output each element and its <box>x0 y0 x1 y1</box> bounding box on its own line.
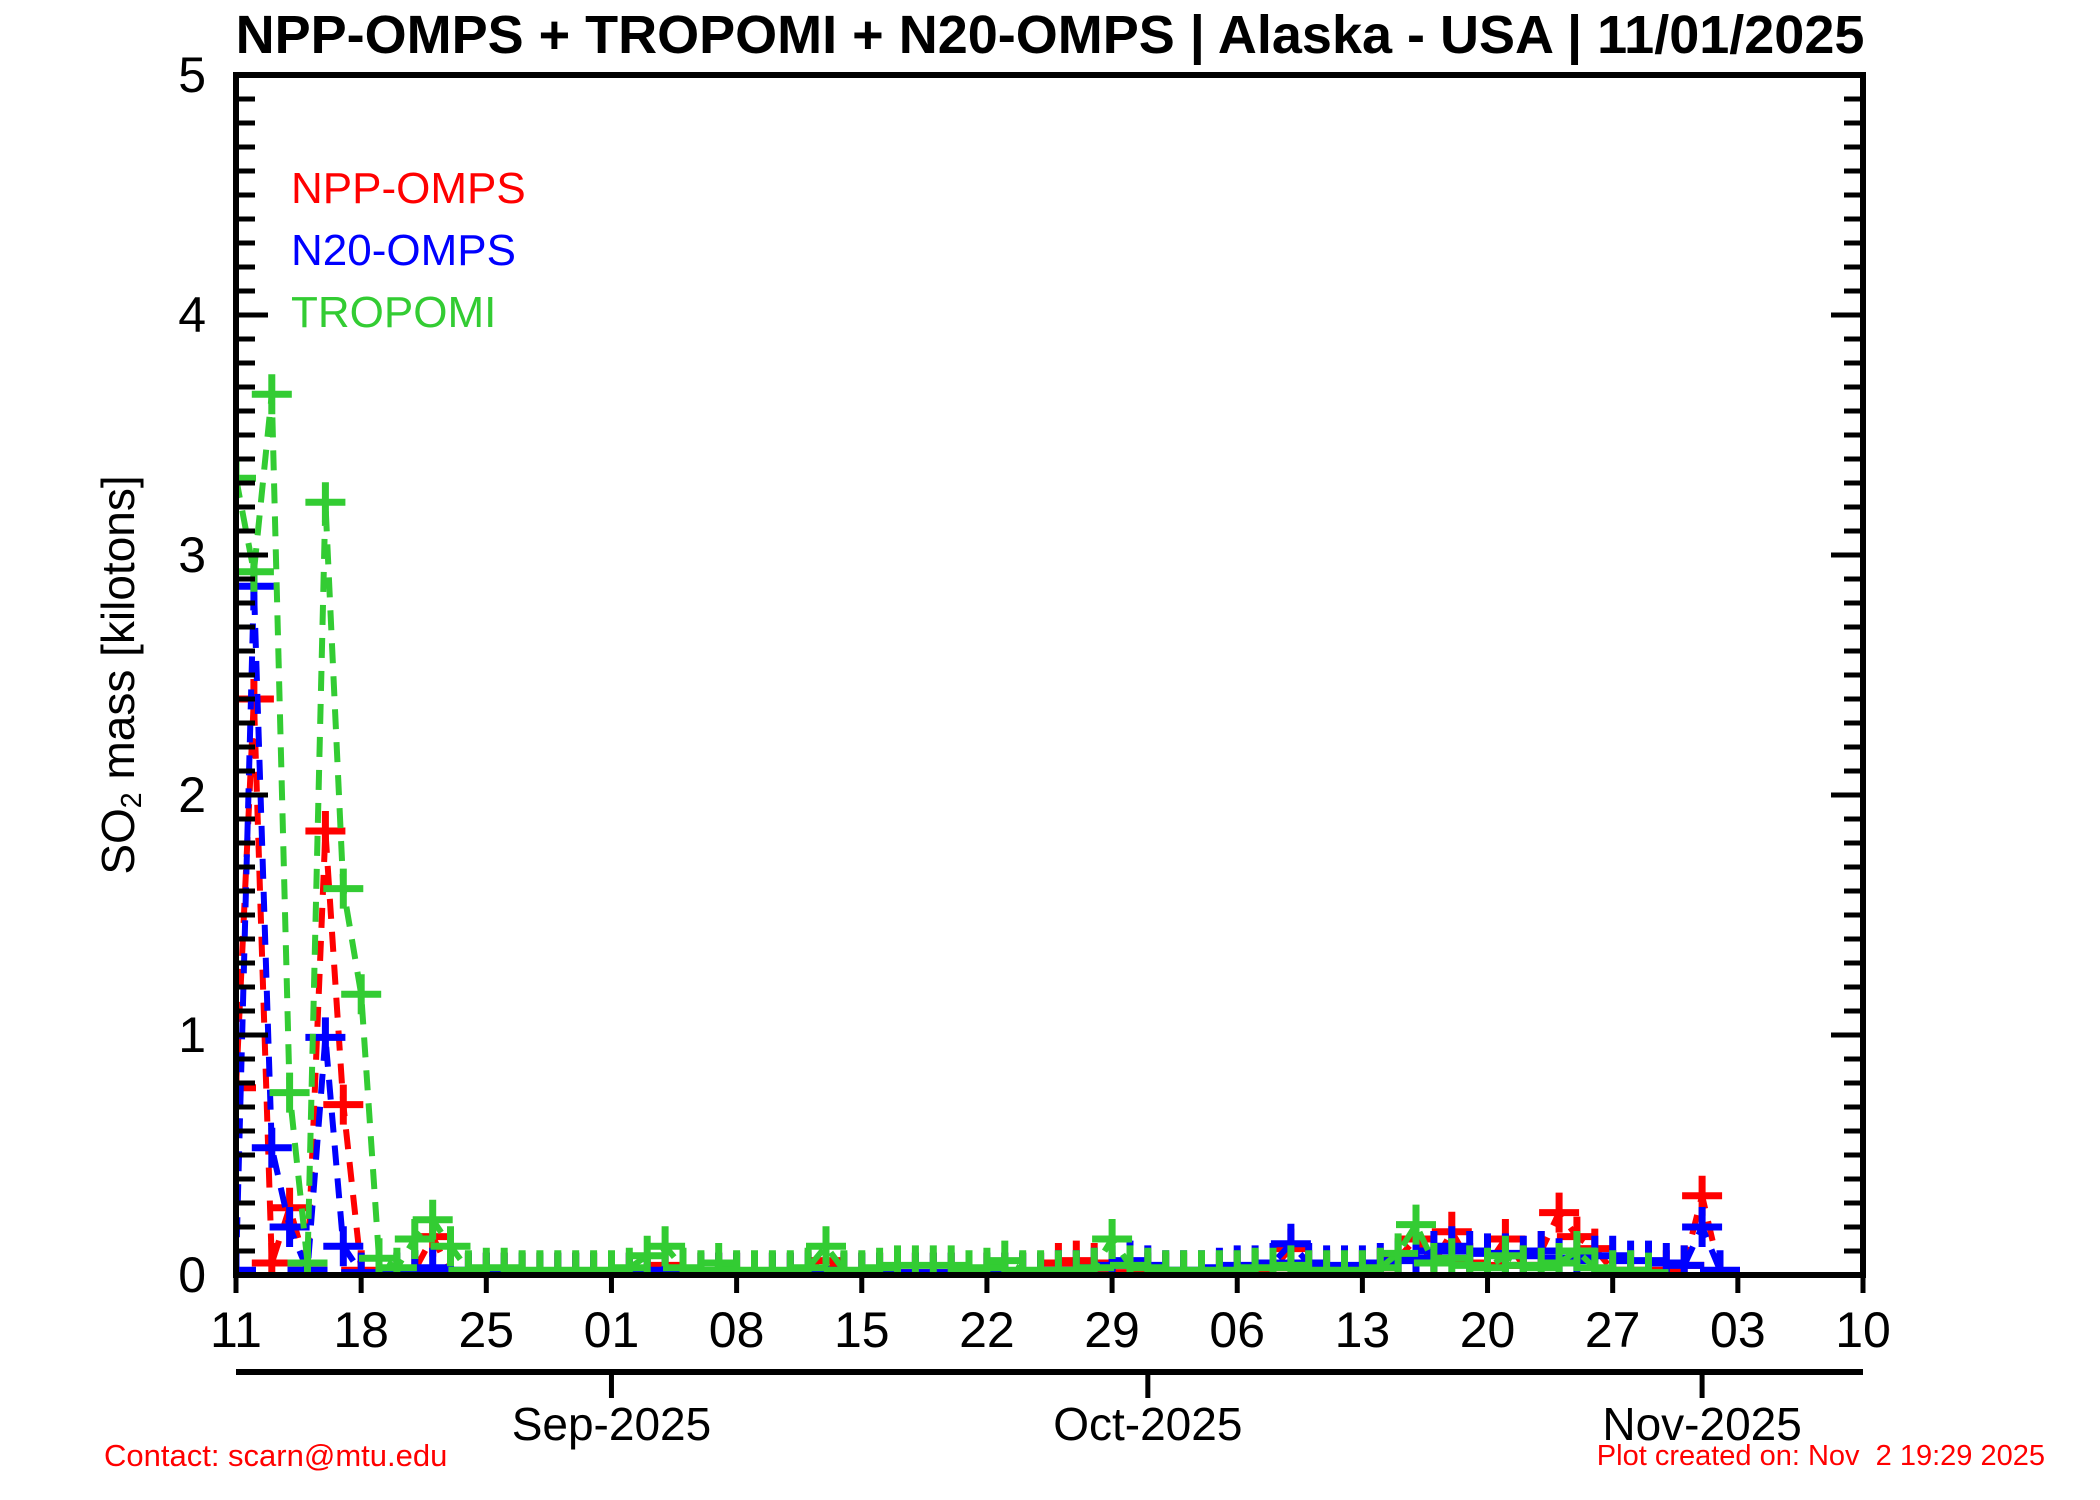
month-tick-label: Nov-2025 <box>1602 1398 1801 1450</box>
y-tick-label: 4 <box>178 287 206 343</box>
y-tick-label: 3 <box>178 527 206 583</box>
x-tick-label: 20 <box>1460 1302 1516 1358</box>
y-tick-label: 5 <box>178 47 206 103</box>
month-tick-label: Sep-2025 <box>512 1398 712 1450</box>
series-line <box>236 586 1723 1275</box>
series-markers <box>236 679 1740 1275</box>
legend-item-n20-omps: N20-OMPS <box>291 226 516 275</box>
chart-title: NPP-OMPS + TROPOMI + N20-OMPS | Alaska -… <box>235 5 1865 65</box>
series-layer <box>236 374 1740 1275</box>
series-n20-omps <box>236 566 1740 1275</box>
series-markers <box>236 566 1740 1275</box>
series-line <box>236 698 1723 1275</box>
legend-item-npp-omps: NPP-OMPS <box>291 164 526 213</box>
x-tick-label: 06 <box>1209 1302 1265 1358</box>
x-tick-label: 25 <box>458 1302 514 1358</box>
x-tick-label: 10 <box>1835 1302 1891 1358</box>
x-tick-label: 27 <box>1585 1302 1641 1358</box>
plot-created-text: Plot created on: Nov 2 19:29 2025 <box>1596 1440 2045 1472</box>
x-tick-label: 18 <box>333 1302 389 1358</box>
series-line <box>236 393 1649 1275</box>
x-tick-label: 29 <box>1084 1302 1140 1358</box>
axis-ticks <box>233 72 1866 1293</box>
series-markers <box>236 374 1669 1275</box>
series-npp-omps <box>236 679 1740 1275</box>
y-tick-label: 1 <box>178 1007 206 1063</box>
x-tick-label: 01 <box>584 1302 640 1358</box>
x-tick-label: 11 <box>210 1302 262 1358</box>
series-tropomi <box>236 374 1669 1275</box>
y-tick-label: 0 <box>178 1247 206 1303</box>
x-tick-label: 03 <box>1710 1302 1766 1358</box>
month-tick-label: Oct-2025 <box>1053 1398 1242 1450</box>
contact-text: Contact: scarn@mtu.edu <box>104 1438 448 1473</box>
x-tick-label: 15 <box>834 1302 890 1358</box>
x-tick-label: 13 <box>1335 1302 1391 1358</box>
x-tick-label: 22 <box>959 1302 1015 1358</box>
y-tick-label: 2 <box>178 767 206 823</box>
legend-item-tropomi: TROPOMI <box>291 288 497 337</box>
axes-box <box>233 72 1866 1278</box>
legend: NPP-OMPS N20-OMPS TROPOMI <box>291 158 526 344</box>
x-tick-label: 08 <box>709 1302 765 1358</box>
